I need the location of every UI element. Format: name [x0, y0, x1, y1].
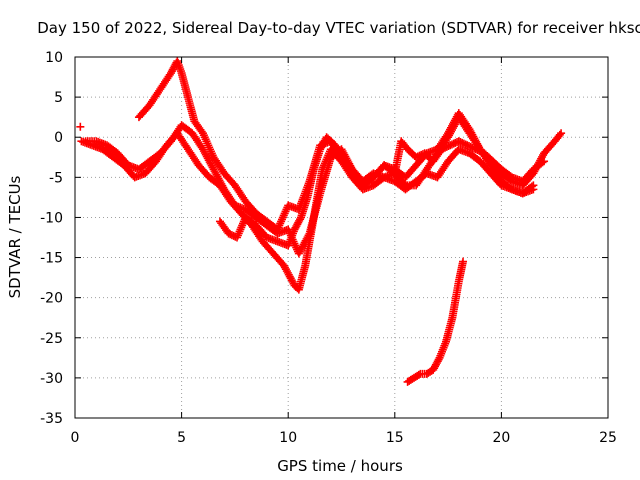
x-tick-label: 15: [386, 430, 404, 446]
series-track-4: [215, 133, 549, 250]
y-tick-label: -15: [40, 251, 63, 267]
data-marker: [434, 355, 443, 364]
data-point: [459, 257, 468, 266]
y-tick-label: -25: [40, 331, 63, 347]
data-marker: [527, 182, 536, 191]
x-axis-label: GPS time / hours: [277, 457, 403, 475]
y-tick-label: 0: [54, 130, 63, 146]
y-tick-label: -35: [40, 411, 63, 427]
y-tick-label: 10: [45, 50, 63, 66]
data-point: [540, 157, 549, 166]
plot-frame: [74, 56, 609, 419]
data-marker: [555, 130, 564, 139]
data-marker: [538, 158, 547, 167]
chart-title: Day 150 of 2022, Sidereal Day-to-day VTE…: [37, 19, 640, 37]
x-tick-label: 20: [492, 430, 510, 446]
x-tick-label: 10: [279, 430, 297, 446]
data-point: [76, 122, 85, 131]
x-tick-label: 5: [177, 430, 186, 446]
data-marker: [296, 215, 305, 224]
y-tick-label: 5: [54, 90, 63, 106]
data-point: [529, 181, 538, 190]
y-tick-label: -5: [49, 170, 63, 186]
x-tick-label: 0: [71, 430, 80, 446]
y-tick-label: -20: [40, 291, 63, 307]
y-tick-label: -30: [40, 371, 63, 387]
series-track-5: [403, 257, 468, 386]
series-track-1: [77, 129, 538, 294]
data-marker: [304, 231, 313, 240]
axes: 0 5 10 15 20 25 -35 -30 -25 -20 -15 -10 -5 0 5 10: [40, 50, 617, 446]
data-points: [76, 57, 566, 386]
data-marker: [414, 370, 423, 379]
y-tick-label: -10: [40, 210, 63, 226]
y-axis-label: SDTVAR / TECUs: [6, 175, 24, 298]
x-tick-label: 25: [599, 430, 617, 446]
grid-lines: [75, 57, 608, 418]
data-point: [557, 129, 566, 138]
